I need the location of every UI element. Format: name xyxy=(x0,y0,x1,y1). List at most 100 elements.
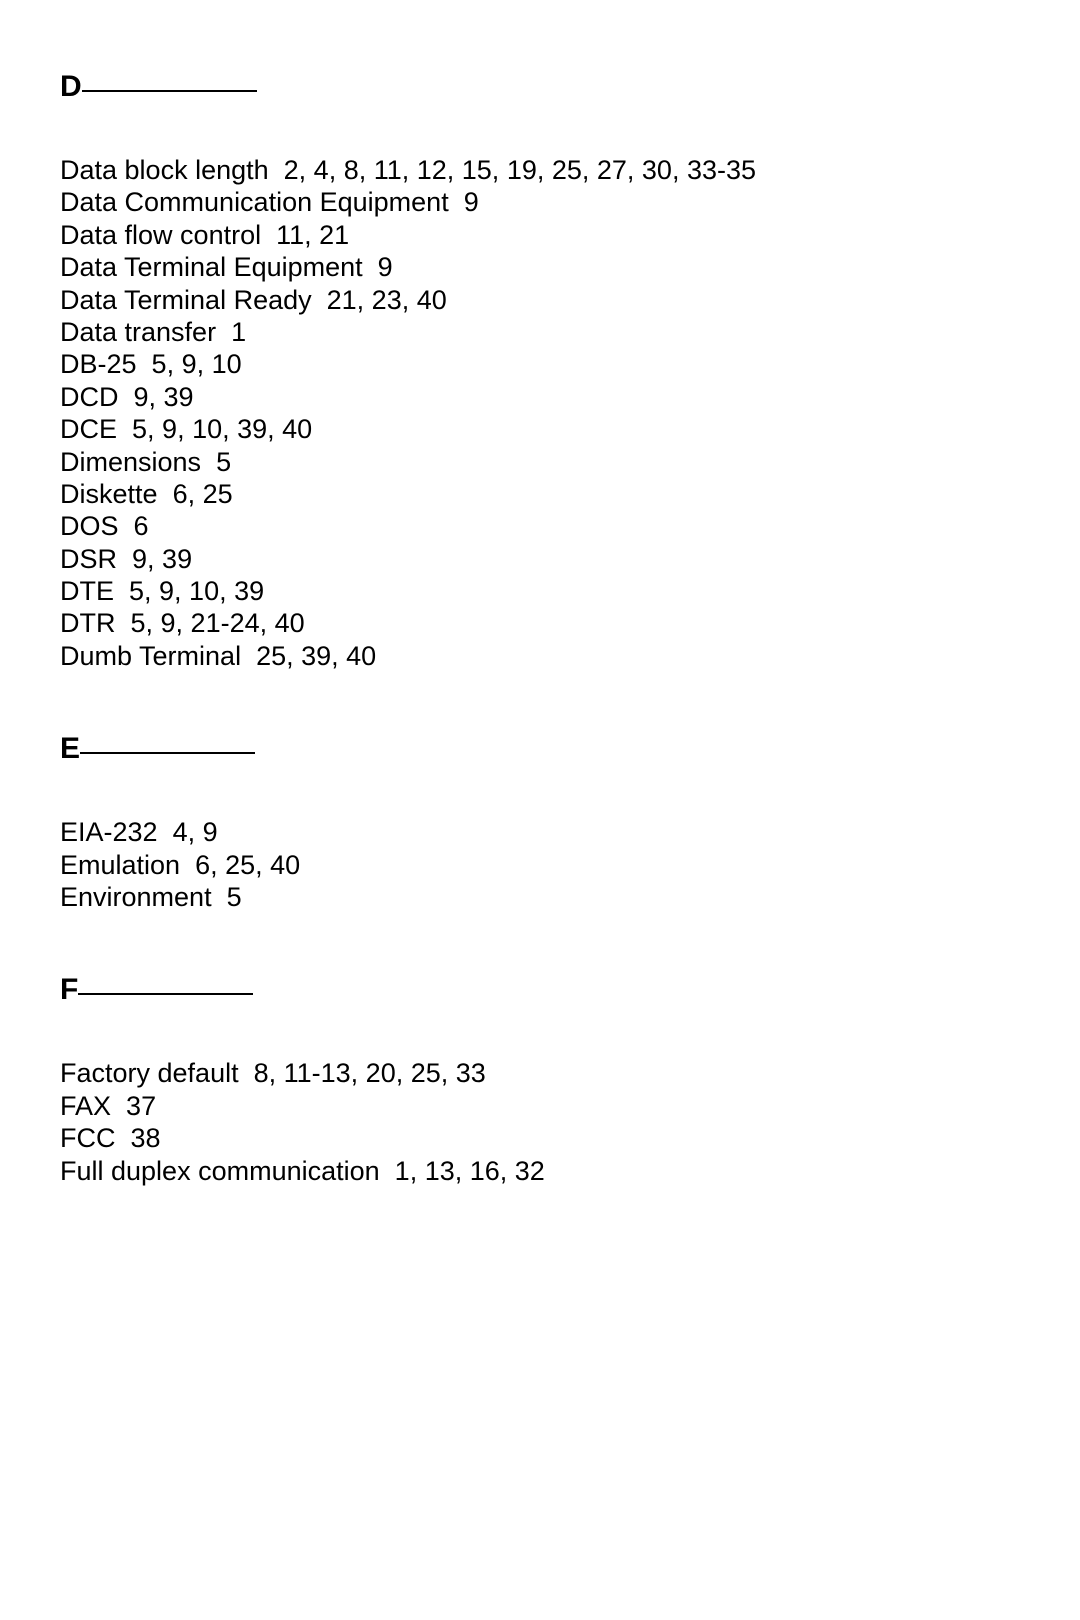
index-section: D Data block length 2, 4, 8, 11, 12, 15, … xyxy=(60,70,1020,672)
entry-separator xyxy=(269,155,284,185)
entry-pages: 4, 9 xyxy=(173,817,218,847)
entry-term: Data Terminal Equipment xyxy=(60,252,363,282)
entry-separator xyxy=(201,447,216,477)
index-entry: FAX 37 xyxy=(60,1090,1020,1122)
index-entry: Data block length 2, 4, 8, 11, 12, 15, 1… xyxy=(60,154,1020,186)
entry-term: Data Communication Equipment xyxy=(60,187,449,217)
section-underline xyxy=(80,752,255,754)
entry-term: Diskette xyxy=(60,479,158,509)
index-entry: Factory default 8, 11-13, 20, 25, 33 xyxy=(60,1057,1020,1089)
index-entry: DCE 5, 9, 10, 39, 40 xyxy=(60,413,1020,445)
entry-term: Data flow control xyxy=(60,220,261,250)
entry-pages: 9 xyxy=(378,252,393,282)
entry-separator xyxy=(119,511,134,541)
entry-term: Data block length xyxy=(60,155,269,185)
index-entry: FCC 38 xyxy=(60,1122,1020,1154)
entry-pages: 11, 21 xyxy=(276,220,349,250)
entry-term: Dimensions xyxy=(60,447,201,477)
entry-separator xyxy=(117,414,132,444)
entries-list: EIA-232 4, 9Emulation 6, 25, 40Environme… xyxy=(60,816,1020,913)
entry-pages: 5 xyxy=(216,447,231,477)
entry-term: Data Terminal Ready xyxy=(60,285,312,315)
entry-term: DB-25 xyxy=(60,349,137,379)
entry-separator xyxy=(114,576,129,606)
entry-pages: 9, 39 xyxy=(134,382,194,412)
section-header: E xyxy=(60,732,255,766)
entry-term: Factory default xyxy=(60,1058,239,1088)
section-header: D xyxy=(60,70,257,104)
entry-separator xyxy=(116,608,131,638)
entry-term: DOS xyxy=(60,511,119,541)
section-underline xyxy=(82,90,257,92)
entries-list: Data block length 2, 4, 8, 11, 12, 15, 1… xyxy=(60,154,1020,672)
entry-separator xyxy=(119,382,134,412)
index-entry: DTE 5, 9, 10, 39 xyxy=(60,575,1020,607)
index-entry: Full duplex communication 1, 13, 16, 32 xyxy=(60,1155,1020,1187)
entry-separator xyxy=(116,1123,131,1153)
entry-pages: 1 xyxy=(231,317,246,347)
index-entry: Diskette 6, 25 xyxy=(60,478,1020,510)
section-header: F xyxy=(60,973,253,1007)
entry-separator xyxy=(137,349,152,379)
entry-term: Data transfer xyxy=(60,317,216,347)
index-entry: DB-25 5, 9, 10 xyxy=(60,348,1020,380)
index-entry: DTR 5, 9, 21-24, 40 xyxy=(60,607,1020,639)
entry-pages: 6, 25, 40 xyxy=(195,850,300,880)
entry-separator xyxy=(216,317,231,347)
index-section: E EIA-232 4, 9Emulation 6, 25, 40Environm… xyxy=(60,732,1020,913)
entry-pages: 21, 23, 40 xyxy=(327,285,447,315)
entry-separator xyxy=(449,187,464,217)
entry-separator xyxy=(212,882,227,912)
entry-separator xyxy=(180,850,195,880)
index-entry: Emulation 6, 25, 40 xyxy=(60,849,1020,881)
entry-pages: 5, 9, 10, 39, 40 xyxy=(132,414,312,444)
entry-pages: 5, 9, 21-24, 40 xyxy=(131,608,305,638)
entry-separator xyxy=(241,641,256,671)
index-entry: DOS 6 xyxy=(60,510,1020,542)
index-entry: Dimensions 5 xyxy=(60,446,1020,478)
entry-term: DCE xyxy=(60,414,117,444)
entry-separator xyxy=(261,220,276,250)
entries-list: Factory default 8, 11-13, 20, 25, 33FAX … xyxy=(60,1057,1020,1187)
entry-pages: 6, 25 xyxy=(173,479,233,509)
entry-pages: 38 xyxy=(131,1123,161,1153)
index-entry: Data flow control 11, 21 xyxy=(60,219,1020,251)
index-page: D Data block length 2, 4, 8, 11, 12, 15, … xyxy=(0,0,1080,1307)
index-entry: EIA-232 4, 9 xyxy=(60,816,1020,848)
entry-pages: 9, 39 xyxy=(132,544,192,574)
entry-pages: 5, 9, 10 xyxy=(152,349,242,379)
index-entry: DSR 9, 39 xyxy=(60,543,1020,575)
index-entry: Dumb Terminal 25, 39, 40 xyxy=(60,640,1020,672)
entry-term: Full duplex communication xyxy=(60,1156,380,1186)
entry-term: FCC xyxy=(60,1123,116,1153)
entry-term: DCD xyxy=(60,382,119,412)
entry-term: Environment xyxy=(60,882,212,912)
index-entry: Data transfer 1 xyxy=(60,316,1020,348)
index-entry: Data Terminal Ready 21, 23, 40 xyxy=(60,284,1020,316)
entry-separator xyxy=(117,544,132,574)
index-entry: Data Communication Equipment 9 xyxy=(60,186,1020,218)
entry-pages: 25, 39, 40 xyxy=(256,641,376,671)
entry-separator xyxy=(239,1058,254,1088)
entry-term: DTR xyxy=(60,608,116,638)
entry-separator xyxy=(312,285,327,315)
index-entry: Environment 5 xyxy=(60,881,1020,913)
entry-term: Dumb Terminal xyxy=(60,641,241,671)
entry-pages: 1, 13, 16, 32 xyxy=(395,1156,545,1186)
section-letter: E xyxy=(60,732,82,766)
entry-pages: 9 xyxy=(464,187,479,217)
index-entry: Data Terminal Equipment 9 xyxy=(60,251,1020,283)
entry-separator xyxy=(158,479,173,509)
entry-separator xyxy=(111,1091,126,1121)
entry-separator xyxy=(380,1156,395,1186)
entry-term: EIA-232 xyxy=(60,817,158,847)
entry-pages: 37 xyxy=(126,1091,156,1121)
section-underline xyxy=(78,993,253,995)
entry-pages: 5 xyxy=(227,882,242,912)
entry-pages: 5, 9, 10, 39 xyxy=(129,576,264,606)
entry-pages: 2, 4, 8, 11, 12, 15, 19, 25, 27, 30, 33-… xyxy=(284,155,756,185)
entry-term: FAX xyxy=(60,1091,111,1121)
entry-pages: 6 xyxy=(134,511,149,541)
index-entry: DCD 9, 39 xyxy=(60,381,1020,413)
entry-separator xyxy=(363,252,378,282)
